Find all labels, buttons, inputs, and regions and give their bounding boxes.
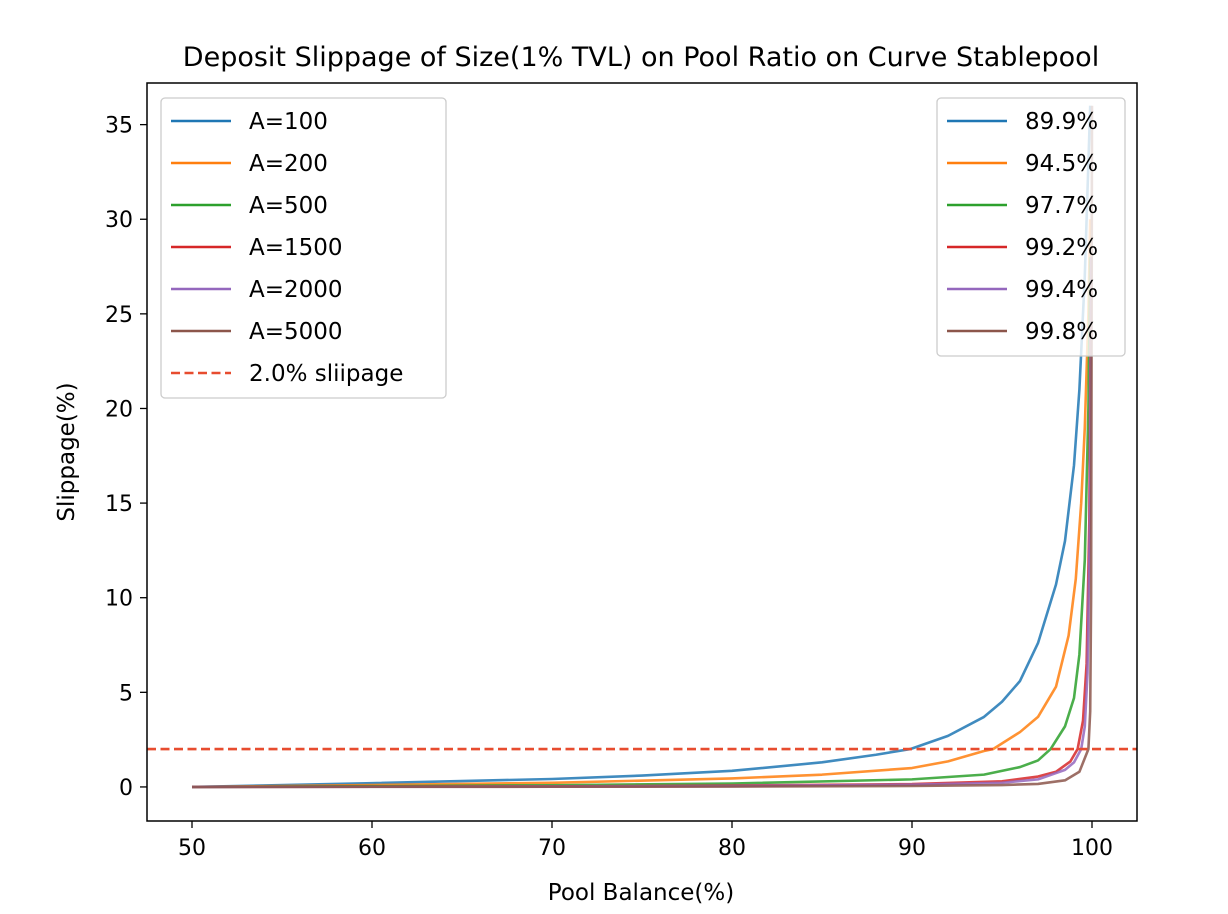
x-tick-label: 50 — [178, 836, 206, 861]
legend-left-box — [160, 97, 447, 399]
legend-label: 99.2% — [1025, 235, 1098, 261]
plot-area: 50 60 70 80 90 100 0 5 10 15 20 25 30 35 — [105, 82, 1138, 861]
series-line-a-100 — [191, 105, 1092, 789]
x-axis-label: Pool Balance(%) — [548, 880, 734, 906]
x-tick-label: 100 — [1071, 836, 1113, 861]
legend-right-box — [936, 97, 1126, 357]
x-tick-label: 80 — [718, 836, 746, 861]
series-line-a-200 — [191, 219, 1092, 789]
chart-title: Deposit Slippage of Size(1% TVL) on Pool… — [183, 42, 1099, 73]
x-tick-label: 70 — [538, 836, 566, 861]
legend-label: 99.4% — [1025, 277, 1098, 303]
y-tick-label: 5 — [119, 681, 133, 706]
y-tick-label: 25 — [105, 303, 133, 328]
y-tick-label: 10 — [105, 587, 133, 612]
y-tick-label: 15 — [105, 492, 133, 517]
legend-label: 89.9% — [1025, 109, 1098, 135]
x-tick-label: 60 — [358, 836, 386, 861]
legend-label: A=100 — [249, 109, 328, 135]
y-tick-label: 20 — [105, 397, 133, 422]
legend-label: A=2000 — [249, 277, 343, 303]
y-tick-label: 35 — [105, 114, 133, 139]
axes-frame — [146, 82, 1138, 822]
y-tick-label: 30 — [105, 208, 133, 233]
legend-label: A=1500 — [249, 235, 343, 261]
legend-right: 89.9% 94.5% 97.7% 99.2% 99.4% 99.8% — [936, 97, 1126, 357]
series-line-a-5000 — [191, 105, 1094, 789]
legend-left: A=100 A=200 A=500 A=1500 A=2000 A=5000 2.0% sl… — [160, 97, 447, 399]
series-line-a-500 — [191, 257, 1092, 789]
legend-label: A=5000 — [249, 319, 343, 345]
legend-label: 99.8% — [1025, 319, 1098, 345]
legend-label: 2.0% sliipage — [249, 361, 403, 387]
legend-label: 97.7% — [1025, 193, 1098, 219]
x-tick-label: 90 — [898, 836, 926, 861]
y-axis-label: Slippage(%) — [54, 382, 80, 521]
legend-label: 94.5% — [1025, 151, 1098, 177]
legend-label: A=200 — [249, 151, 328, 177]
legend-label: A=500 — [249, 193, 328, 219]
y-tick-label: 0 — [119, 776, 133, 801]
